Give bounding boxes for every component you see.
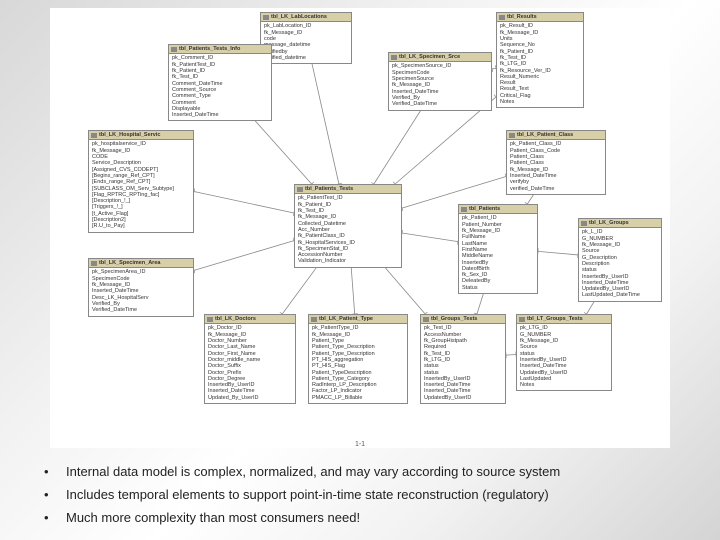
erd-diagram: 1-1 tbl_LK_LabLocationspk_LabLocation_ID…: [50, 8, 670, 448]
erd-table-teststinfo: tbl_Patients_Tests_Infopk_Comment_IDfk_P…: [168, 44, 272, 121]
bullet-list: Internal data model is complex, normaliz…: [40, 460, 680, 529]
erd-table-results: tbl_Resultspk_Result_IDfk_Message_IDUnit…: [496, 12, 584, 108]
erd-table-pattests: tbl_Patients_Testspk_PatientTest_IDfk_Pa…: [294, 184, 402, 268]
erd-table-header: tbl_Patients_Tests_Info: [169, 45, 271, 54]
erd-table-body: pk_SpecimenSource_IDSpecimenCodeSpecimen…: [389, 62, 491, 109]
erd-field: Status: [461, 285, 535, 291]
erd-table-ptclass: tbl_LK_Patient_Classpk_Patient_Class_IDP…: [506, 130, 606, 195]
erd-table-header: tbl_LK_Patient_Type: [309, 315, 407, 324]
erd-table-body: pk_PatientType_IDfk_Message_IDPatient_Ty…: [309, 324, 407, 403]
erd-field: Notes: [519, 382, 609, 388]
erd-table-body: pk_Doctor_IDfk_Message_IDDoctor_NumberDo…: [205, 324, 295, 403]
erd-field: Updated_By_UserID: [207, 395, 293, 401]
bullet-item: Includes temporal elements to support po…: [40, 483, 680, 506]
erd-table-header: tbl_LK_Hospital_Servic: [89, 131, 193, 140]
erd-field: verified_datetime: [263, 55, 349, 61]
erd-table-header: tbl_LK_Groups: [579, 219, 661, 228]
erd-table-header: tbl_Groups_Tests: [421, 315, 505, 324]
erd-table-groups: tbl_LK_Groupspk_L_IDG_NUMBERfk_Message_I…: [578, 218, 662, 302]
erd-table-lablocations: tbl_LK_LabLocationspk_LabLocation_IDfk_M…: [260, 12, 352, 64]
erd-table-header: tbl_Patients_Tests: [295, 185, 401, 194]
erd-table-body: pk_L_IDG_NUMBERfk_Message_IDSourceG_Desc…: [579, 228, 661, 300]
erd-field: Validation_Indicator: [297, 258, 399, 264]
bullet-item: Much more complexity than most consumers…: [40, 506, 680, 529]
erd-field: [R.U_to_Pay]: [91, 223, 191, 229]
erd-table-header: tbl_LK_LabLocations: [261, 13, 351, 22]
erd-field: UpdatedBy_UserID: [423, 395, 503, 401]
erd-field: LastUpdated_DateTime: [581, 292, 659, 298]
erd-field: Notes: [499, 99, 581, 105]
erd-table-header: tbl_Patients: [459, 205, 537, 214]
erd-table-hospsrv: tbl_LK_Hospital_Servicpk_hospitalservice…: [88, 130, 194, 233]
erd-table-body: pk_Patient_IDPatient_Numberfk_Message_ID…: [459, 214, 537, 293]
erd-table-grptests: tbl_Groups_Testspk_Test_IDAccessNumberfk…: [420, 314, 506, 404]
page-number: 1-1: [355, 441, 365, 448]
erd-table-body: pk_Test_IDAccessNumberfk_GroupHistpathRe…: [421, 324, 505, 403]
erd-table-body: pk_PatientTest_IDfk_Patient_IDfk_Test_ID…: [295, 194, 401, 266]
bullet-item: Internal data model is complex, normaliz…: [40, 460, 680, 483]
erd-field: Inserted_DateTime: [171, 112, 269, 118]
erd-field: PMACC_LP_Billable: [311, 395, 405, 401]
erd-table-header: tbl_LT_Groups_Tests: [517, 315, 611, 324]
erd-table-body: pk_Result_IDfk_Message_IDUnitsSequence_N…: [497, 22, 583, 107]
erd-table-body: pk_hospitalservice_IDfk_Message_IDCODESe…: [89, 140, 193, 231]
erd-field: Verified_DateTime: [91, 307, 191, 313]
erd-table-header: tbl_LK_Specimen_Area: [89, 259, 193, 268]
erd-table-header: tbl_LK_Specimen_Srce: [389, 53, 491, 62]
erd-table-specarea: tbl_LK_Specimen_Areapk_SpecimenArea_IDSp…: [88, 258, 194, 317]
erd-table-body: pk_SpecimenArea_IDSpecimenCodefk_Message…: [89, 268, 193, 315]
erd-field: verified_DateTime: [509, 186, 603, 192]
erd-table-header: tbl_LK_Patient_Class: [507, 131, 605, 140]
erd-table-body: pk_LabLocation_IDfk_Message_IDcodemessag…: [261, 22, 351, 63]
erd-table-header: tbl_LK_Doctors: [205, 315, 295, 324]
erd-table-pttype: tbl_LK_Patient_Typepk_PatientType_IDfk_M…: [308, 314, 408, 404]
erd-table-body: pk_Patient_Class_IDPatient_Class_CodePat…: [507, 140, 605, 194]
erd-table-patients: tbl_Patientspk_Patient_IDPatient_Numberf…: [458, 204, 538, 294]
erd-table-body: pk_Comment_IDfk_PatientTest_IDfk_Patient…: [169, 54, 271, 120]
erd-table-specsrce: tbl_LK_Specimen_Srcepk_SpecimenSource_ID…: [388, 52, 492, 111]
erd-table-ltgrptests: tbl_LT_Groups_Testspk_LTG_IDG_NUMBERfk_M…: [516, 314, 612, 391]
erd-field: Verified_DateTime: [391, 101, 489, 107]
erd-table-header: tbl_Results: [497, 13, 583, 22]
erd-table-doctors: tbl_LK_Doctorspk_Doctor_IDfk_Message_IDD…: [204, 314, 296, 404]
erd-table-body: pk_LTG_IDG_NUMBERfk_Message_IDSourcestat…: [517, 324, 611, 390]
